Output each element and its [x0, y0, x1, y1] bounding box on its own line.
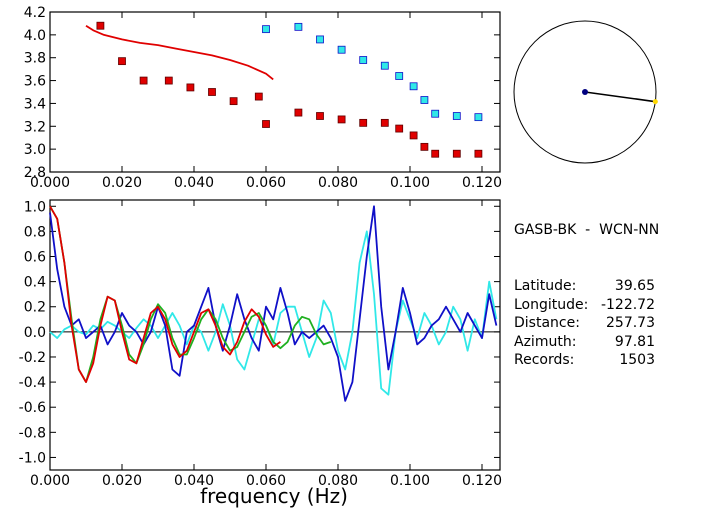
top-ytick-label: 3.8 [24, 51, 46, 67]
top-xtick-label: 0.120 [462, 175, 502, 191]
top-red-point [337, 115, 346, 124]
top-red-point [164, 76, 173, 85]
top-red-point [380, 118, 389, 127]
bottom-blue-curve [49, 205, 498, 402]
top-cyan-point [337, 45, 346, 54]
dispersion-panel: 0.000 0.020 0.040 0.060 0.080 0.100 0.120 2.8 3.… [24, 5, 502, 191]
top-red-point [96, 21, 105, 30]
info-row: Azimuth: 97.81 [514, 333, 702, 352]
top-red-point [452, 149, 461, 158]
top-xtick-label: 0.080 [318, 175, 358, 191]
top-red-point [208, 88, 216, 96]
info-row: Records: 1503 [514, 351, 702, 370]
bottom-ytick-label: -0.4 [19, 375, 46, 391]
info-label: Records: [514, 352, 575, 369]
top-red-point [395, 124, 404, 133]
top-cyan-point [474, 113, 483, 122]
azimuth-end-dot [652, 99, 658, 105]
top-red-point [409, 131, 418, 140]
top-red-point [294, 108, 303, 117]
station-info-panel: GASB-BK - WCN-NN Latitude: 39.65 Longitude… [514, 184, 702, 368]
info-value: 39.65 [614, 277, 655, 294]
info-label: Longitude: [514, 296, 589, 313]
bottom-xtick-label: 0.040 [174, 473, 214, 489]
bottom-xtick-label: 0.020 [102, 473, 142, 489]
info-label: Latitude: [514, 277, 577, 294]
top-frame [49, 11, 501, 173]
top-red-point [316, 112, 324, 120]
top-ytick-label: 3.0 [24, 142, 46, 158]
top-cyan-point [431, 109, 440, 118]
top-red-point [359, 118, 368, 127]
top-cyan-point [409, 82, 418, 91]
bottom-ytick-label: -0.6 [19, 400, 46, 416]
info-row: Longitude: -122.72 [514, 296, 702, 315]
bottom-ytick-label: 0.0 [24, 325, 46, 341]
bottom-green-curve [49, 205, 332, 383]
top-ytick-label: 3.2 [24, 119, 46, 135]
top-ytick-label: 3.6 [24, 74, 46, 90]
top-ytick-label: 4.2 [24, 5, 46, 21]
bottom-xtick-label: 0.100 [390, 473, 430, 489]
info-label: Azimuth: [514, 333, 577, 350]
top-cyan-point [316, 35, 324, 44]
info-value: -122.72 [600, 296, 655, 313]
bottom-ytick-label: 0.6 [24, 250, 46, 266]
station-pair: GASB-BK - WCN-NN [514, 222, 660, 239]
bottom-xtick-label: 0.080 [318, 473, 358, 489]
top-cyan-point [380, 61, 389, 70]
top-red-point [139, 76, 148, 85]
info-row: Latitude: 39.65 [514, 277, 702, 296]
top-cyan-point [262, 25, 270, 34]
info-row: Distance: 257.73 [514, 314, 702, 333]
bottom-ytick-label: -1.0 [19, 450, 46, 466]
top-red-point [254, 92, 263, 101]
top-cyan-point [359, 56, 368, 64]
bottom-frame [49, 199, 501, 471]
top-cyan-point [395, 72, 404, 80]
info-value: 97.81 [614, 333, 655, 350]
azimuth-map [513, 20, 658, 164]
top-ytick-label: 2.8 [24, 165, 46, 181]
bottom-ytick-label: 0.2 [24, 300, 46, 316]
bottom-ytick-label: 0.8 [24, 224, 46, 240]
info-label: Distance: [514, 315, 580, 332]
top-ytick-label: 4.0 [24, 28, 46, 44]
bottom-red-curve [49, 205, 281, 383]
top-red-point [118, 57, 126, 66]
bottom-xtick-label: 0.120 [462, 473, 502, 489]
top-cyan-point [452, 112, 461, 120]
top-xtick-label: 0.060 [246, 175, 286, 191]
info-value: 1503 [619, 352, 655, 369]
bottom-xtick-label: 0.000 [30, 473, 70, 489]
top-cyan-point [294, 22, 303, 31]
bottom-ytick-label: -0.2 [19, 350, 46, 366]
top-red-curve [85, 24, 274, 81]
x-axis-label: frequency (Hz) [200, 484, 348, 508]
top-red-point [262, 120, 270, 128]
top-xtick-label: 0.040 [174, 175, 214, 191]
top-xtick-label: 0.100 [390, 175, 430, 191]
bottom-xtick-label: 0.060 [246, 473, 286, 489]
azimuth-line [584, 91, 656, 103]
top-xtick-label: 0.000 [30, 175, 70, 191]
bottom-ytick-label: 0.4 [24, 275, 46, 291]
map-circle [513, 20, 657, 164]
top-xtick-label: 0.020 [102, 175, 142, 191]
top-red-point [186, 83, 195, 92]
top-ytick-label: 3.4 [24, 96, 46, 112]
bottom-ytick-label: -0.8 [19, 425, 46, 441]
bottom-ytick-label: 1.0 [24, 199, 46, 215]
correlation-panel: 0.000 0.020 0.040 0.060 0.080 0.100 0.120 -1.0 -… [19, 199, 502, 489]
top-red-point [420, 142, 429, 151]
top-red-point [229, 97, 238, 106]
station-dot [582, 89, 588, 95]
top-red-point [431, 149, 440, 158]
info-value: 257.73 [606, 315, 655, 332]
top-red-point [474, 149, 483, 158]
top-cyan-point [420, 96, 429, 104]
